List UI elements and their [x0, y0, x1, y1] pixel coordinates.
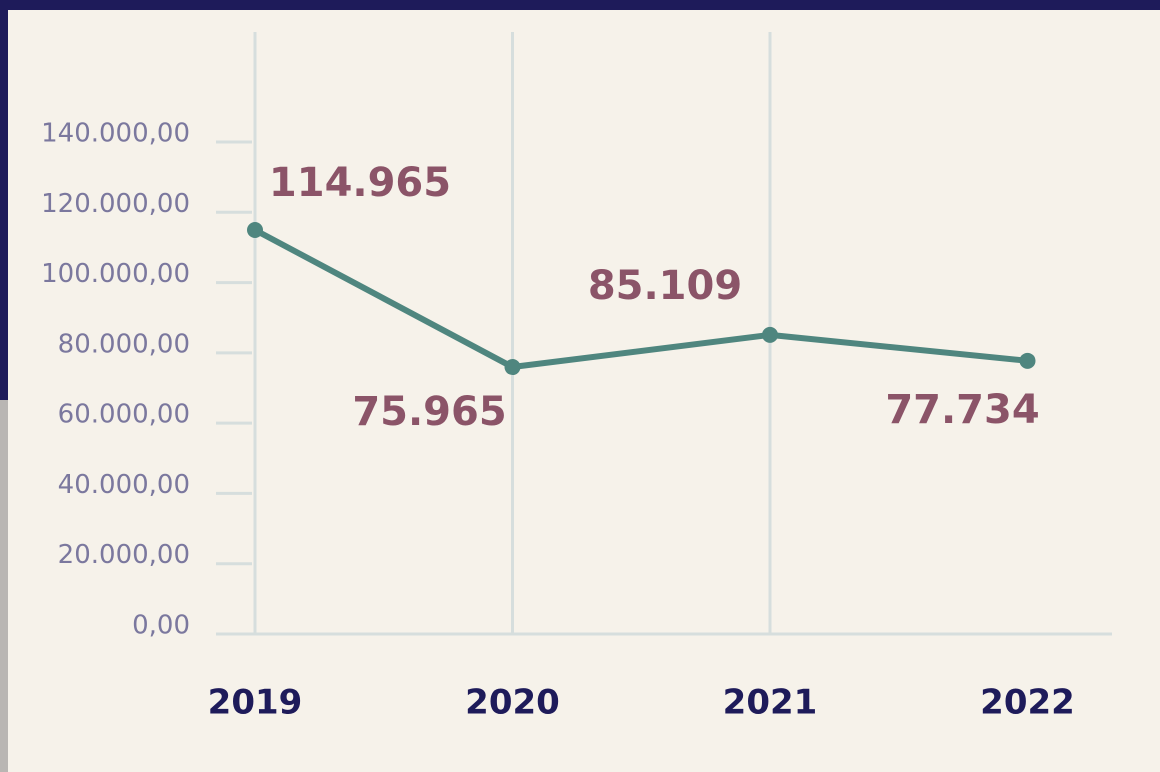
panel — [8, 10, 1160, 772]
y-tick-label: 80.000,00 — [58, 329, 190, 359]
point — [1019, 352, 1036, 369]
y-tick-label: 0,00 — [132, 611, 190, 641]
x-tick-label: 2022 — [980, 683, 1075, 723]
point — [247, 221, 263, 238]
value-label: 85.109 — [588, 263, 742, 309]
x-tick-label: 2021 — [723, 683, 818, 723]
line — [253, 227, 1028, 371]
value-label: 77.734 — [885, 387, 1039, 433]
y-tick-label: 100.000,00 — [41, 259, 190, 289]
point — [504, 359, 521, 376]
x-tick-label: 2019 — [208, 683, 303, 723]
value-label: 75.965 — [352, 389, 506, 435]
y-tick-label: 20.000,00 — [58, 540, 190, 570]
y-tick-label: 120.000,00 — [41, 189, 190, 219]
y-tick-label: 40.000,00 — [58, 470, 190, 500]
x-tick-label: 2020 — [465, 683, 560, 723]
point — [762, 326, 778, 343]
y-tick-label: 60.000,00 — [58, 400, 190, 430]
y-tick-label: 140.000,00 — [41, 119, 190, 149]
value-label: 114.965 — [269, 160, 451, 206]
